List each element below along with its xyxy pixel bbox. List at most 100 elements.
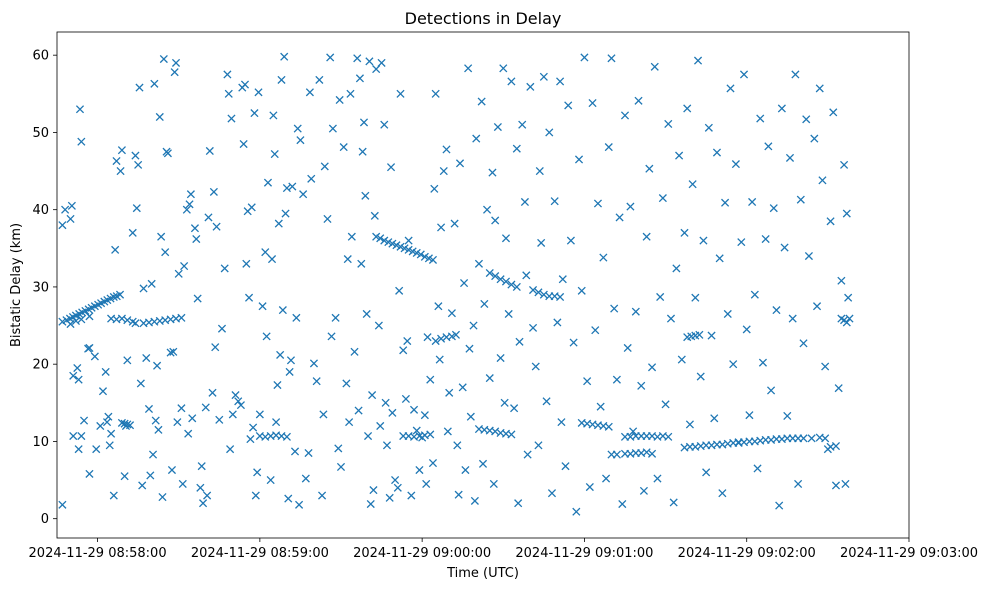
data-point-287 — [296, 136, 305, 145]
data-point-224 — [192, 234, 201, 244]
data-point-193 — [144, 404, 154, 414]
data-point-340 — [395, 286, 404, 295]
data-point-159 — [77, 137, 86, 146]
data-point-244 — [228, 410, 237, 419]
data-point-433 — [602, 474, 611, 483]
data-point-240 — [223, 70, 232, 79]
data-point-149 — [831, 442, 841, 451]
data-point-463 — [683, 104, 692, 113]
data-point-336 — [386, 163, 396, 172]
data-point-477 — [721, 198, 730, 207]
y-axis: 0 10 20 30 40 50 60 — [32, 49, 57, 527]
data-point-449 — [645, 164, 654, 173]
data-point-234 — [209, 187, 218, 196]
data-point-278 — [282, 183, 291, 193]
data-point-487 — [748, 197, 757, 207]
data-point-205 — [161, 248, 170, 257]
data-point-371 — [460, 279, 469, 288]
data-point-168 — [92, 445, 101, 454]
data-point-165 — [85, 343, 94, 353]
x-axis: 2024-11-29 08:58:00 2024-11-29 08:59:00 20… — [29, 538, 978, 561]
data-point-445 — [634, 96, 643, 105]
data-point-470 — [702, 468, 711, 477]
data-point-124 — [120, 419, 129, 428]
data-point-417 — [558, 275, 567, 284]
x-axis-label: Time (UTC) — [446, 566, 519, 581]
data-point-481 — [731, 160, 740, 169]
data-point-246 — [234, 397, 243, 406]
data-point-179 — [116, 166, 125, 176]
data-point-184 — [128, 228, 137, 237]
data-point-459 — [672, 264, 681, 273]
data-point-335 — [385, 493, 394, 502]
data-point-368 — [454, 490, 463, 499]
data-point-489 — [753, 464, 762, 473]
data-point-373 — [464, 64, 473, 73]
data-point-366 — [450, 219, 459, 228]
data-point-314 — [353, 54, 362, 63]
data-point-457 — [666, 314, 676, 323]
data-point-242 — [226, 445, 235, 454]
data-point-217 — [180, 262, 189, 271]
data-point-434 — [604, 143, 613, 152]
data-point-258 — [251, 491, 260, 500]
data-point-219 — [184, 429, 193, 438]
data-point-21 — [77, 315, 86, 324]
data-point-522 — [841, 479, 850, 488]
data-point-499 — [780, 243, 789, 252]
data-point-198 — [151, 416, 160, 425]
data-point-282 — [288, 182, 297, 191]
data-point-342 — [399, 346, 408, 355]
data-point-221 — [186, 190, 195, 199]
data-point-81 — [642, 448, 651, 457]
data-point-230 — [203, 491, 212, 500]
data-point-462 — [680, 228, 689, 237]
data-point-320 — [361, 191, 370, 200]
data-point-510 — [810, 134, 819, 143]
data-point-52 — [431, 336, 440, 346]
data-point-397 — [514, 499, 523, 508]
data-point-312 — [347, 232, 356, 241]
data-point-223 — [190, 224, 200, 233]
data-point-500 — [783, 411, 792, 421]
data-point-288 — [299, 190, 308, 199]
x-tick-label-3: 2024-11-29 09:01:00 — [515, 546, 653, 561]
data-point-20 — [71, 316, 80, 325]
data-point-338 — [391, 476, 400, 485]
data-point-305 — [335, 95, 344, 105]
data-point-334 — [382, 441, 392, 450]
data-point-152 — [58, 221, 67, 230]
data-point-197 — [150, 79, 159, 88]
data-point-511 — [812, 302, 822, 311]
data-point-138 — [426, 430, 435, 439]
data-point-317 — [357, 259, 366, 268]
data-point-486 — [745, 411, 754, 420]
data-point-57 — [485, 268, 494, 278]
data-point-201 — [155, 112, 164, 122]
data-point-446 — [637, 381, 646, 390]
data-point-255 — [247, 203, 256, 212]
data-point-464 — [685, 420, 694, 429]
data-point-365 — [447, 309, 456, 318]
data-point-82 — [647, 449, 657, 458]
data-point-157 — [74, 375, 83, 384]
data-point-488 — [750, 290, 759, 299]
data-point-303 — [331, 313, 340, 322]
data-point-424 — [577, 286, 586, 295]
data-point-183 — [123, 356, 132, 365]
data-point-307 — [339, 143, 348, 152]
data-point-236 — [212, 222, 221, 231]
data-point-355 — [428, 459, 438, 468]
data-point-514 — [821, 362, 830, 371]
data-point-61 — [507, 280, 516, 289]
data-point-60 — [501, 277, 511, 286]
data-point-494 — [766, 386, 776, 395]
data-point-503 — [791, 70, 800, 79]
data-point-189 — [136, 379, 145, 388]
data-point-145 — [507, 430, 516, 439]
data-point-237 — [215, 415, 224, 424]
data-point-301 — [327, 332, 336, 341]
plot-area — [56, 31, 910, 539]
data-point-315 — [354, 406, 363, 415]
